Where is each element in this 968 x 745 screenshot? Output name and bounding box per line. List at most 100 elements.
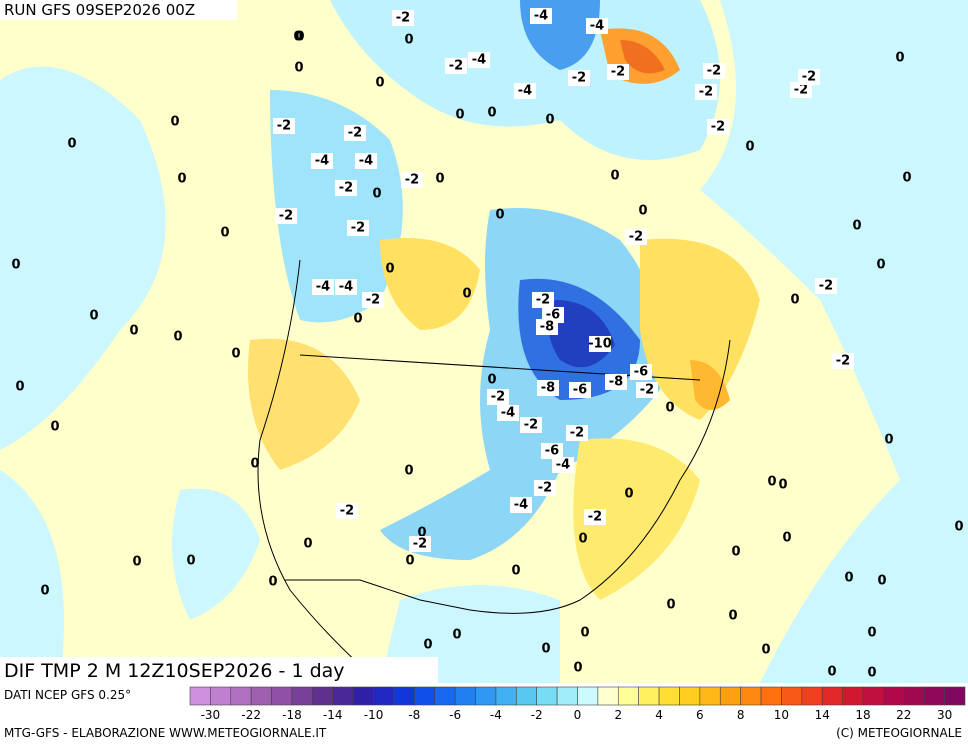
color-swatch xyxy=(923,686,945,706)
label-bg xyxy=(707,119,729,135)
contour-label: 0 xyxy=(541,642,550,657)
color-swatch xyxy=(312,686,334,706)
contour-label: 0 xyxy=(129,324,138,339)
label-bg xyxy=(605,374,627,390)
contour-label: 0 xyxy=(50,420,59,435)
contour-label: -10 xyxy=(588,337,612,352)
contour-label: 0 xyxy=(404,464,413,479)
contour-label: -2 xyxy=(711,120,725,135)
contour-label: -8 xyxy=(609,375,623,390)
contour-label: -2 xyxy=(707,64,721,79)
colorbar-label: 8 xyxy=(737,708,745,722)
contour-label: 0 xyxy=(624,487,633,502)
contour-label: -4 xyxy=(501,406,515,421)
color-swatch xyxy=(699,686,721,706)
contour-label: 0 xyxy=(423,638,432,653)
color-swatch xyxy=(271,686,293,706)
color-swatch xyxy=(903,686,925,706)
label-bg xyxy=(312,279,334,295)
color-swatch xyxy=(638,686,660,706)
contour-label: -2 xyxy=(819,279,833,294)
contour-label: -2 xyxy=(629,230,643,245)
contour-label: -2 xyxy=(405,173,419,188)
contour-label: -2 xyxy=(413,537,427,552)
label-bg xyxy=(790,82,812,98)
contour-label: 0 xyxy=(385,262,394,277)
label-bg xyxy=(534,480,556,496)
contour-label: 0 xyxy=(884,433,893,448)
contour-label: 0 xyxy=(666,598,675,613)
colorbar-label: -30 xyxy=(201,708,221,722)
contour-label: 0 xyxy=(89,309,98,324)
contour-label: -6 xyxy=(545,444,559,459)
contour-label: 0 xyxy=(177,172,186,187)
color-swatch xyxy=(475,686,497,706)
contour-label: 0 xyxy=(294,61,303,76)
contour-label: 0 xyxy=(778,478,787,493)
label-bg xyxy=(392,10,414,26)
contour-label: 0 xyxy=(220,226,229,241)
contour-label: 0 xyxy=(452,628,461,643)
contour-label: 0 xyxy=(417,526,426,541)
contour-label: 0 xyxy=(404,33,413,48)
colorbar-label: -6 xyxy=(449,708,461,722)
contour-label: -2 xyxy=(588,510,602,525)
contour-label: -8 xyxy=(540,320,554,335)
contour-label: 0 xyxy=(67,137,76,152)
label-bg xyxy=(695,84,717,100)
label-bg xyxy=(530,8,552,24)
label-bg xyxy=(532,292,554,308)
credit: MTG-GFS - ELABORAZIONE WWW.METEOGIORNALE… xyxy=(4,726,327,740)
contour-label: 0 xyxy=(11,258,20,273)
contour-label: -4 xyxy=(514,498,528,513)
contour-label: -2 xyxy=(699,85,713,100)
label-bg xyxy=(586,18,608,34)
contour-label: -8 xyxy=(541,381,555,396)
color-swatch xyxy=(373,686,395,706)
label-bg xyxy=(514,83,536,99)
label-bg xyxy=(568,70,590,86)
contour-label: 0 xyxy=(40,584,49,599)
color-swatch xyxy=(801,686,823,706)
contour-label: 0 xyxy=(610,169,619,184)
contour-label: 0 xyxy=(867,626,876,641)
contour-label: -2 xyxy=(396,11,410,26)
color-swatch xyxy=(577,686,599,706)
contour-label: 0 xyxy=(895,51,904,66)
contour-label: 0 xyxy=(173,330,182,345)
contour-label: -2 xyxy=(339,181,353,196)
contour-label: -4 xyxy=(315,154,329,169)
colorbar-label: -22 xyxy=(241,708,261,722)
contour-label: -4 xyxy=(518,84,532,99)
contour-label: 0 xyxy=(761,643,770,658)
contour-label: -2 xyxy=(351,221,365,236)
colorbar-label: -14 xyxy=(323,708,343,722)
contour-label: -4 xyxy=(556,458,570,473)
label-bg xyxy=(311,153,333,169)
label-bg xyxy=(832,353,854,369)
label-bg xyxy=(630,364,652,380)
color-swatch xyxy=(291,686,313,706)
colorbar-label: -4 xyxy=(490,708,502,722)
color-swatch xyxy=(393,686,415,706)
colorbar-label: 30 xyxy=(937,708,952,722)
contour-label: 0 xyxy=(844,571,853,586)
colorbar-label: 0 xyxy=(574,708,582,722)
run-box xyxy=(0,0,237,20)
contour-label: 0 xyxy=(353,312,362,327)
contour-label: 0 xyxy=(487,373,496,388)
label-bg xyxy=(409,536,431,552)
contour-label: -2 xyxy=(524,418,538,433)
label-bg xyxy=(335,279,357,295)
color-swatch xyxy=(516,686,538,706)
color-swatch xyxy=(679,686,701,706)
contour-label: 0 xyxy=(782,531,791,546)
contour-label: 0 xyxy=(580,626,589,641)
contour-label: 0 xyxy=(186,554,195,569)
colorbar-label: 10 xyxy=(774,708,789,722)
contour-label: -2 xyxy=(449,59,463,74)
color-swatch xyxy=(556,686,578,706)
contour-label: 0 xyxy=(15,380,24,395)
contour-label: 0 xyxy=(876,258,885,273)
